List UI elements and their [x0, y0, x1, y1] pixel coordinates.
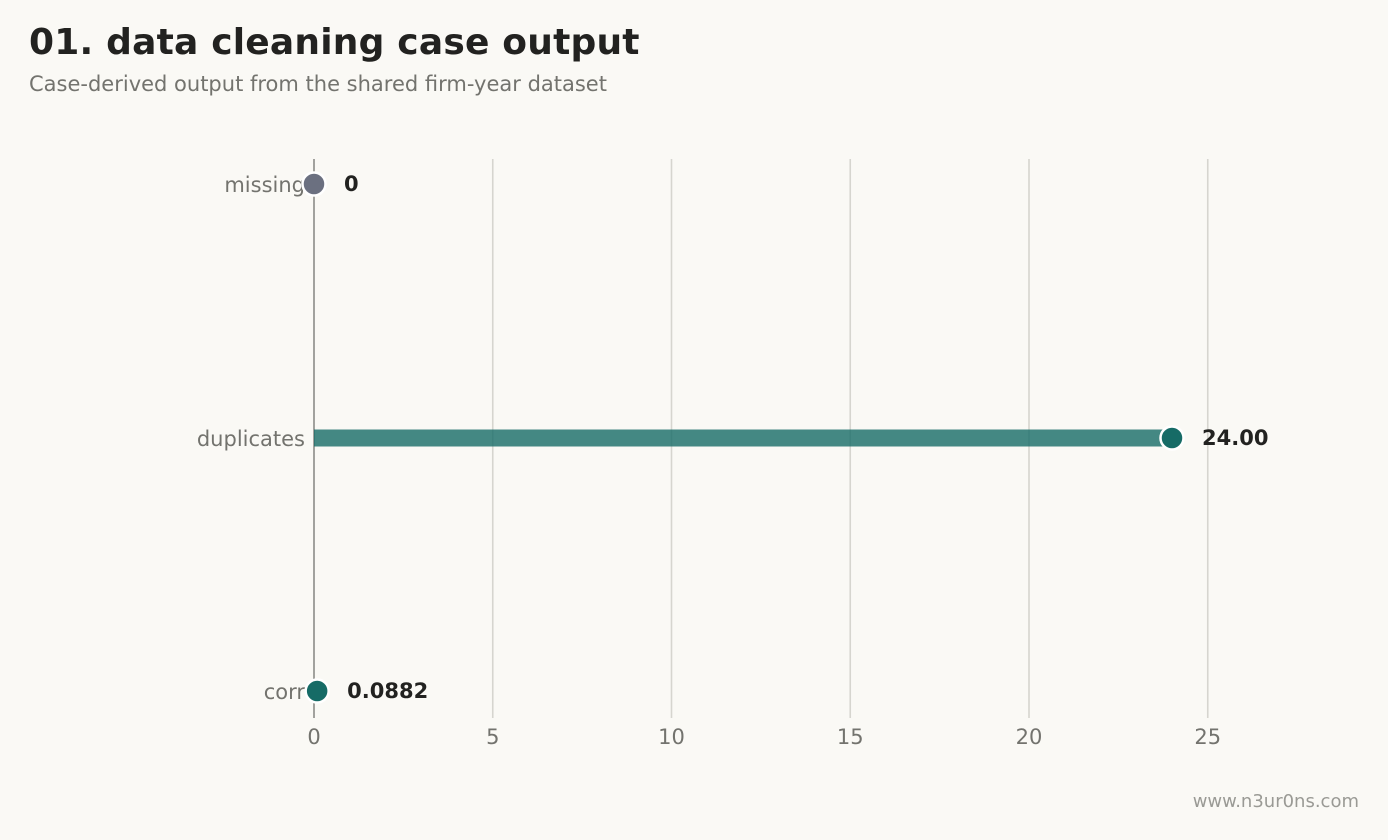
data-value-label: 0 — [344, 172, 359, 196]
x-tick-label: 5 — [486, 725, 499, 749]
chart-subtitle: Case-derived output from the shared firm… — [29, 72, 607, 96]
site-watermark: www.n3ur0ns.com — [1192, 791, 1359, 812]
x-tick-label: 10 — [658, 725, 685, 749]
y-category-label: corr — [264, 680, 306, 704]
lollipop-dot — [1159, 425, 1185, 451]
lollipop-dot — [301, 171, 327, 197]
chart-title: 01. data cleaning case output — [29, 22, 640, 63]
y-category-label: duplicates — [197, 427, 305, 451]
x-tick-label: 20 — [1016, 725, 1043, 749]
x-tick-label: 15 — [837, 725, 864, 749]
x-tick-label: 0 — [307, 725, 320, 749]
x-tick-label: 25 — [1194, 725, 1221, 749]
lollipop-dot — [304, 678, 330, 704]
data-value-label: 0.0882 — [347, 679, 428, 703]
data-value-label: 24.00 — [1202, 426, 1268, 450]
y-category-label: missing — [224, 173, 305, 197]
